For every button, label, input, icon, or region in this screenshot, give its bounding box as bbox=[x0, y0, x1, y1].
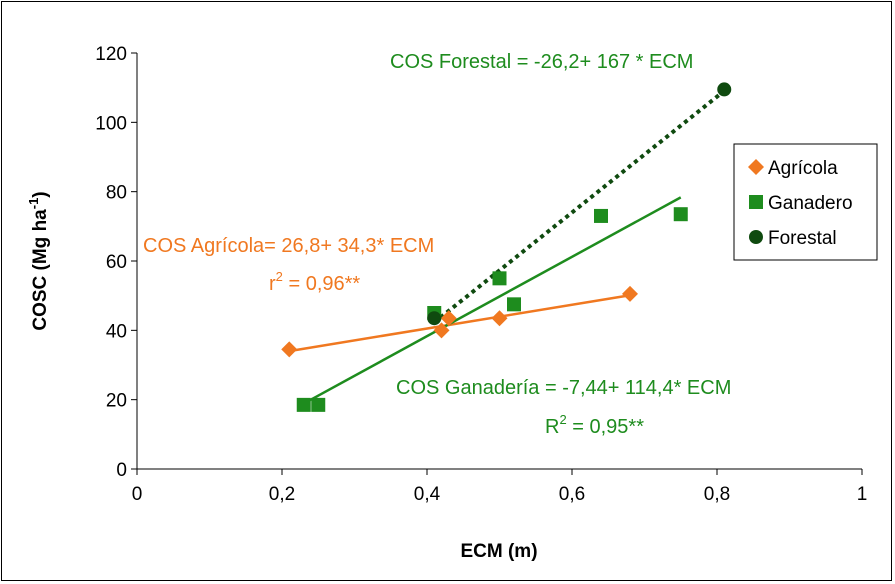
point-ganadero bbox=[507, 297, 521, 312]
ganaderia-equation: COS Ganadería = -7,44+ 114,4* ECM bbox=[396, 377, 731, 399]
data-points bbox=[281, 82, 732, 412]
legend-item-agricola: Agrícola bbox=[748, 158, 838, 179]
legend-label-ganadero: Ganadero bbox=[768, 193, 853, 214]
legend-item-ganadero: Ganadero bbox=[749, 193, 853, 214]
legend-marker-agricola bbox=[748, 159, 764, 175]
point-agricola bbox=[281, 341, 298, 358]
legend-label-agricola: Agrícola bbox=[768, 158, 838, 179]
y-tick-label: 60 bbox=[106, 252, 127, 273]
x-tick-label: 1 bbox=[857, 484, 868, 505]
forestal-equation: COS Forestal = -26,2+ 167 * ECM bbox=[390, 51, 693, 73]
x-axis-title: ECM (m) bbox=[460, 541, 537, 562]
x-tick-label: 0,4 bbox=[414, 484, 441, 505]
point-ganadero bbox=[673, 207, 688, 222]
y-tick-label: 100 bbox=[95, 113, 127, 134]
point-ganadero bbox=[492, 271, 507, 286]
y-tick-label: 40 bbox=[106, 321, 127, 342]
legend-marker-ganadero bbox=[749, 195, 763, 209]
axes: 0 20 40 60 80 100 120 0 0,2 0,4 0,6 0,8 1 bbox=[95, 44, 867, 505]
point-agricola bbox=[491, 310, 508, 327]
point-agricola bbox=[433, 322, 450, 339]
point-agricola bbox=[440, 310, 457, 327]
legend: Agrícola Ganadero Forestal bbox=[733, 143, 878, 261]
point-ganadero bbox=[296, 397, 311, 412]
point-ganadero bbox=[594, 208, 608, 223]
x-tick-label: 0,8 bbox=[704, 484, 730, 505]
agricola-r2: r2 = 0,96** bbox=[269, 269, 360, 295]
ganaderia-r2: R2 = 0,95** bbox=[545, 412, 644, 438]
point-forestal bbox=[717, 82, 732, 97]
legend-item-forestal: Forestal bbox=[749, 228, 837, 249]
x-tick-label: 0,2 bbox=[269, 484, 295, 505]
point-agricola bbox=[622, 285, 638, 302]
y-tick-label: 20 bbox=[106, 391, 127, 412]
y-axis-title: COSC (Mg ha-1) bbox=[26, 191, 51, 330]
legend-label-forestal: Forestal bbox=[768, 228, 837, 249]
point-forestal bbox=[427, 311, 442, 326]
y-tick-label: 80 bbox=[106, 183, 127, 204]
fit-line-ganadero bbox=[303, 196, 682, 405]
y-tick-label: 0 bbox=[116, 460, 127, 481]
fit-line-forestal bbox=[433, 89, 726, 325]
agricola-equation: COS Agrícola= 26,8+ 34,3* ECM bbox=[143, 235, 434, 257]
fit-line-agricola bbox=[289, 294, 631, 353]
legend-marker-forestal bbox=[749, 230, 763, 244]
x-tick-label: 0,6 bbox=[559, 484, 585, 505]
y-tick-label: 120 bbox=[95, 44, 127, 65]
fit-lines bbox=[289, 89, 726, 405]
x-tick-label: 0 bbox=[132, 484, 143, 505]
point-ganadero bbox=[311, 397, 326, 412]
